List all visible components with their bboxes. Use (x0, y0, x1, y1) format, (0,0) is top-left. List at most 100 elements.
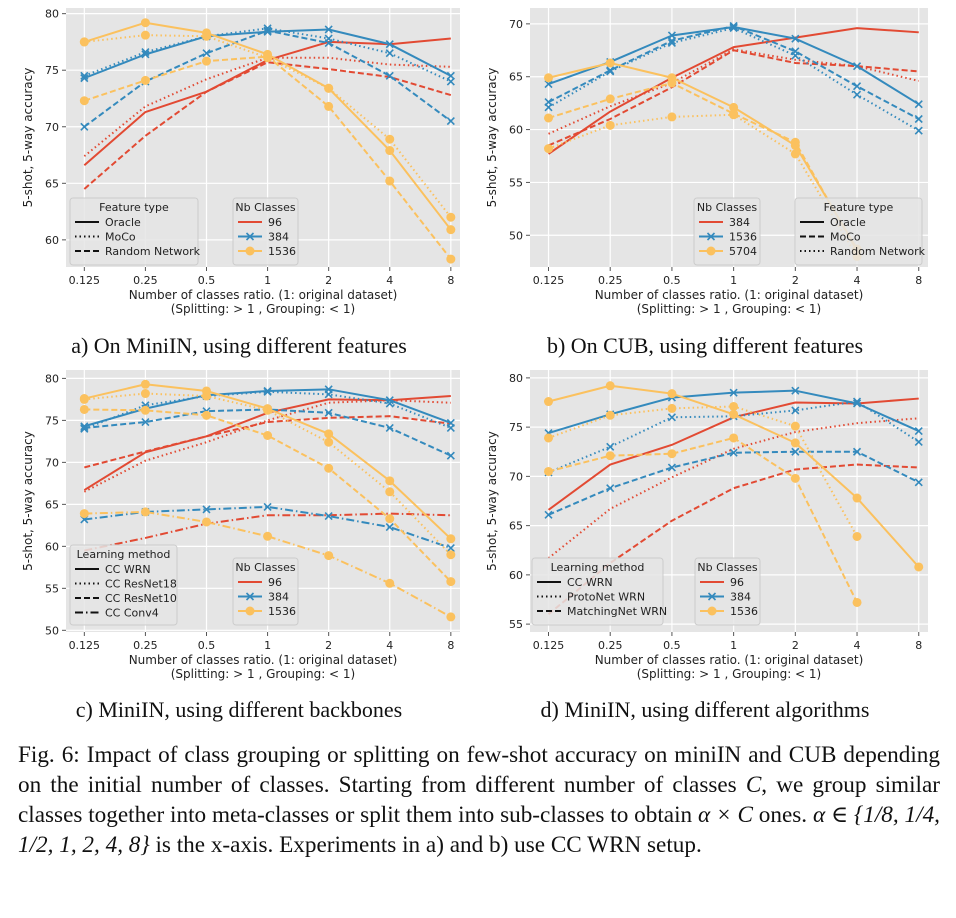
data-point-marker (914, 100, 923, 109)
data-point-marker (790, 421, 800, 431)
y-tick-label: 80 (509, 372, 523, 385)
data-point-marker (385, 476, 395, 486)
x-axis-sublabel: (Splitting: > 1 , Grouping: < 1) (171, 302, 356, 316)
x-tick-label: 2 (792, 639, 799, 652)
legend-box (794, 197, 923, 266)
data-point-marker (729, 409, 739, 419)
data-point-marker (852, 82, 862, 91)
legend-entry-label: ProtoNet WRN (567, 591, 645, 604)
data-point-marker (80, 74, 89, 83)
data-point-marker (790, 149, 800, 159)
x-tick-label: 0.125 (69, 274, 101, 287)
data-point-marker (201, 56, 211, 66)
y-tick-label: 65 (509, 71, 523, 84)
data-point-marker (141, 417, 150, 427)
data-point-marker (385, 146, 395, 156)
y-tick-label: 70 (45, 121, 59, 134)
legend-entry-label: MoCo (830, 231, 861, 244)
data-point-marker (544, 510, 553, 519)
data-point-marker (667, 38, 676, 47)
x-tick-label: 2 (325, 639, 332, 652)
data-point-marker (385, 134, 395, 144)
y-tick-label: 60 (45, 540, 59, 553)
subcaption-b: b) On CUB, using different features (546, 333, 864, 358)
legend-entry-label: Random Network (105, 245, 201, 258)
caption-text: Fig. 6: Impact of class grouping or spli… (18, 742, 940, 798)
legend-entry-label: MoCo (105, 231, 136, 244)
data-point-marker (667, 463, 676, 472)
data-point-marker (605, 120, 615, 130)
data-point-marker (324, 512, 333, 521)
legend-entry-label: CC ResNet10 (105, 592, 177, 605)
legend-entry-label: Oracle (830, 216, 866, 229)
caption-math: α ∈ {1/8, 1/4, 1/2, 1, 2, 4, 8} (18, 802, 940, 858)
chart-b: 50 55 60 65 70 0.125 0.25 0.5 1 2 4 8 Number of clas… (485, 8, 928, 316)
y-axis-label: 5-shot, 5-way accuracy (485, 431, 499, 571)
series-line-1536-matchingnet-wrn (548, 436, 858, 603)
y-tick-label: 50 (509, 229, 523, 242)
data-point-marker (263, 387, 272, 396)
data-point-marker (79, 37, 89, 47)
y-tick-label: 65 (45, 177, 59, 190)
data-point-marker (79, 394, 89, 404)
y-tick-label: 70 (45, 456, 59, 469)
data-point-marker (852, 399, 862, 408)
data-point-marker (263, 405, 273, 415)
data-point-marker (263, 502, 272, 511)
data-point-marker (729, 401, 739, 411)
data-point-marker (324, 408, 333, 417)
data-point-marker (140, 405, 150, 415)
series-group (79, 379, 456, 622)
x-tick-label: 8 (915, 639, 922, 652)
series-line-5704-random-network (548, 113, 858, 257)
data-point-marker (791, 51, 800, 60)
legend-marker (245, 592, 255, 601)
y-tick-label: 75 (509, 421, 523, 434)
x-tick-label: 0.125 (69, 639, 101, 652)
data-point-marker (729, 388, 738, 397)
x-tick-label: 4 (386, 274, 393, 287)
data-point-marker (385, 396, 394, 405)
subcaption-d: d) MiniIN, using different algorithms (540, 697, 870, 722)
data-point-marker (446, 212, 456, 222)
data-point-marker (201, 517, 211, 527)
subcaption-a: a) On MiniIN, using different features (71, 333, 407, 358)
data-point-marker (791, 386, 800, 395)
data-point-marker (446, 534, 456, 544)
legend-entry-label: 384 (268, 591, 289, 604)
data-point-marker (140, 18, 150, 28)
x-tick-label: 0.125 (533, 274, 565, 287)
data-point-marker (446, 423, 455, 433)
x-tick-label: 1 (730, 639, 737, 652)
data-point-marker (790, 137, 800, 147)
data-point-marker (446, 225, 456, 235)
data-point-marker (140, 75, 150, 85)
data-point-marker (202, 49, 211, 58)
data-point-marker (667, 389, 677, 399)
data-point-marker (201, 31, 211, 41)
x-axis-label: Number of classes ratio. (1: original da… (595, 288, 864, 302)
y-tick-label: 70 (509, 470, 523, 483)
legend-box (69, 544, 178, 626)
legend-entry-label: 384 (268, 231, 289, 244)
legend-entry-label: 96 (268, 216, 282, 229)
data-point-marker (324, 437, 334, 447)
y-tick-label: 60 (509, 124, 523, 137)
data-point-marker (385, 40, 394, 49)
data-point-marker (914, 562, 924, 572)
legend-entry-label: CC WRN (567, 576, 613, 589)
x-tick-label: 0.25 (133, 274, 158, 287)
legend-entry-label: 96 (730, 576, 744, 589)
data-point-marker (852, 447, 862, 456)
data-point-marker (667, 403, 677, 413)
x-axis-label: Number of classes ratio. (1: original da… (129, 653, 398, 667)
data-point-marker (385, 578, 395, 588)
data-point-marker (605, 410, 615, 420)
data-point-marker (79, 96, 89, 106)
data-point-marker (263, 52, 273, 62)
data-point-marker (140, 507, 150, 517)
caption-text: ones. (752, 802, 813, 828)
x-tick-label: 4 (854, 639, 861, 652)
